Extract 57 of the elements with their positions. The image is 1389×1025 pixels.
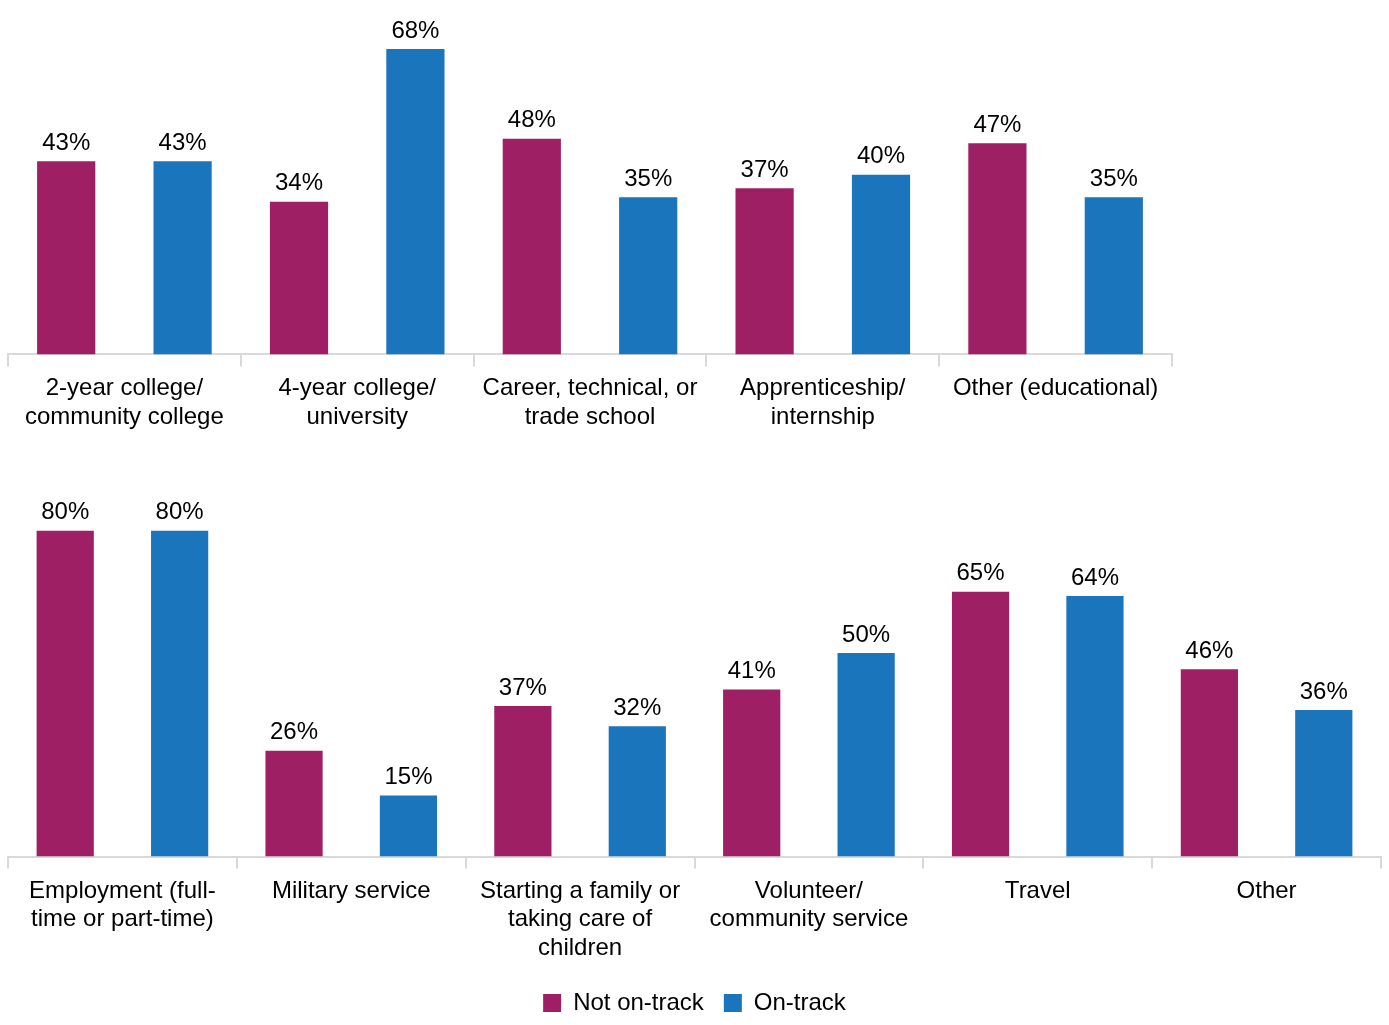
- x-tick-label: Volunteer/ community service: [709, 875, 909, 932]
- x-tick-label: 2-year college/ community college: [25, 373, 224, 430]
- bar: [494, 705, 552, 857]
- data-label: 41%: [727, 656, 776, 684]
- bar: [1084, 197, 1143, 355]
- x-tick-label: Other (educational): [952, 373, 1159, 401]
- data-label: 35%: [624, 163, 673, 191]
- bar: [379, 795, 438, 857]
- bar: [502, 138, 561, 355]
- bar: [36, 530, 94, 857]
- bar: [608, 726, 666, 857]
- bar: [1180, 669, 1238, 857]
- data-label: 37%: [740, 154, 789, 182]
- x-tick-label: Starting a family or taking care of children: [480, 875, 681, 961]
- legend-label: On-track: [753, 987, 847, 1015]
- x-tick-label: Military service: [271, 875, 431, 903]
- data-label: 34%: [274, 168, 324, 196]
- bar: [1295, 709, 1353, 857]
- data-label: 26%: [270, 717, 319, 745]
- bar: [151, 530, 209, 857]
- data-label: 68%: [391, 15, 440, 43]
- x-tick-label: Travel: [1004, 875, 1071, 903]
- data-label: 80%: [155, 497, 204, 525]
- data-label: 48%: [507, 105, 556, 133]
- data-label: 50%: [842, 619, 891, 647]
- x-tick-label: Career, technical, or trade school: [482, 373, 698, 430]
- data-label: 65%: [956, 558, 1005, 586]
- bar: [386, 48, 445, 355]
- bar: [1066, 595, 1124, 857]
- legend-label: Not on-track: [573, 987, 705, 1015]
- data-label: 15%: [384, 762, 433, 790]
- bar: [153, 161, 212, 355]
- bar: [851, 174, 911, 355]
- bar: [968, 143, 1027, 355]
- bar: [37, 161, 96, 355]
- bar: [837, 652, 895, 857]
- x-tick-label: Other: [1236, 875, 1297, 903]
- bar: [951, 591, 1010, 857]
- x-tick-label: Apprenticeship/ internship: [740, 373, 906, 430]
- bar: [269, 201, 329, 355]
- data-label: 47%: [973, 109, 1022, 137]
- data-label: 37%: [498, 672, 547, 700]
- bar: [735, 188, 794, 355]
- data-label: 36%: [1299, 676, 1348, 704]
- data-label: 43%: [42, 127, 91, 155]
- data-label: 35%: [1089, 163, 1138, 191]
- x-tick-label: Employment (full-time or part-time): [29, 875, 216, 932]
- data-label: 32%: [613, 692, 662, 720]
- data-label: 40%: [856, 141, 906, 169]
- bar: [619, 197, 678, 355]
- data-label: 43%: [158, 127, 207, 155]
- data-label: 64%: [1070, 562, 1119, 590]
- data-label: 46%: [1185, 635, 1234, 663]
- bar: [265, 750, 323, 857]
- bar: [723, 689, 781, 857]
- x-tick-label: 4-year college/ university: [278, 373, 437, 430]
- data-label: 80%: [41, 497, 90, 525]
